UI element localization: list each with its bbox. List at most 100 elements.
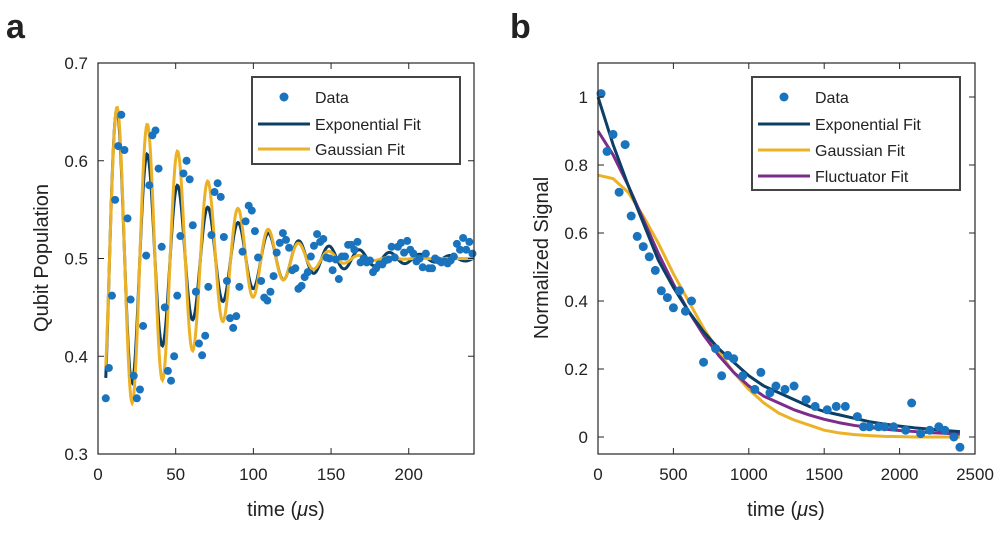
data-point bbox=[127, 296, 135, 304]
data-point bbox=[291, 264, 299, 272]
panel-a-letter: a bbox=[6, 8, 26, 46]
panel-b-legend-data: Data bbox=[815, 90, 849, 107]
data-point bbox=[335, 275, 343, 283]
data-point bbox=[207, 231, 215, 239]
data-point bbox=[750, 385, 759, 394]
data-point bbox=[663, 293, 672, 302]
data-point bbox=[391, 254, 399, 262]
data-point bbox=[307, 253, 315, 261]
data-point bbox=[645, 252, 654, 261]
figure-svg: a 0 50 100 150 2000.30.40.50.60.7 time (μs) … bbox=[0, 0, 996, 534]
data-point bbox=[940, 426, 949, 435]
data-point bbox=[242, 217, 250, 225]
data-point bbox=[865, 422, 874, 431]
data-point bbox=[353, 238, 361, 246]
data-point bbox=[285, 244, 293, 252]
data-point bbox=[111, 196, 119, 204]
data-point bbox=[270, 272, 278, 280]
y-tick-label: 0.2 bbox=[564, 360, 588, 379]
data-point bbox=[254, 254, 262, 262]
x-tick-label: 0 bbox=[93, 465, 102, 484]
data-point bbox=[615, 188, 624, 197]
data-point bbox=[235, 283, 243, 291]
data-point bbox=[771, 382, 780, 391]
data-point bbox=[639, 242, 648, 251]
y-tick-label: 0.4 bbox=[564, 292, 588, 311]
data-point bbox=[765, 388, 774, 397]
x-tick-label: 2500 bbox=[956, 465, 994, 484]
data-point bbox=[108, 292, 116, 300]
data-point bbox=[211, 188, 219, 196]
data-point bbox=[853, 412, 862, 421]
data-point bbox=[189, 221, 197, 229]
y-tick-label: 0.4 bbox=[64, 347, 88, 366]
data-point bbox=[173, 292, 181, 300]
x-tick-label: 150 bbox=[317, 465, 345, 484]
data-point bbox=[198, 351, 206, 359]
y-tick-label: 0.5 bbox=[64, 250, 88, 269]
data-point bbox=[263, 297, 271, 305]
x-tick-label: 200 bbox=[395, 465, 423, 484]
y-tick-label: 1 bbox=[579, 88, 588, 107]
data-point bbox=[151, 126, 159, 134]
data-point bbox=[422, 250, 430, 258]
panel-a-legend: Data Exponential Fit Gaussian Fit bbox=[252, 77, 460, 164]
data-point bbox=[192, 288, 200, 296]
panel-b: b 0 500 1000 1500 2000 2500 0 0.2 0.4 0.6 0.8 1 tim… bbox=[510, 8, 994, 521]
panel-b-legend-data-marker bbox=[780, 93, 789, 102]
data-point bbox=[279, 229, 287, 237]
data-point bbox=[341, 253, 349, 261]
data-point bbox=[217, 193, 225, 201]
data-point bbox=[699, 358, 708, 367]
data-point bbox=[811, 402, 820, 411]
data-point bbox=[120, 146, 128, 154]
data-point bbox=[102, 394, 110, 402]
x-tick-label: 0 bbox=[593, 465, 602, 484]
data-point bbox=[949, 433, 958, 442]
data-point bbox=[657, 286, 666, 295]
panel-a-legend-exp: Exponential Fit bbox=[315, 117, 421, 134]
y-tick-label: 0.8 bbox=[564, 156, 588, 175]
data-point bbox=[214, 179, 222, 187]
x-tick-label: 1000 bbox=[730, 465, 768, 484]
data-point bbox=[201, 332, 209, 340]
data-point bbox=[633, 232, 642, 241]
panel-a-xlabel: time (μs) bbox=[247, 499, 325, 521]
data-point bbox=[403, 237, 411, 245]
data-point bbox=[183, 157, 191, 165]
data-point bbox=[229, 324, 237, 332]
data-point bbox=[468, 250, 476, 258]
data-point bbox=[139, 322, 147, 330]
panel-a-legend-gauss: Gaussian Fit bbox=[315, 142, 405, 159]
data-point bbox=[176, 232, 184, 240]
data-point bbox=[186, 175, 194, 183]
data-point bbox=[298, 282, 306, 290]
data-point bbox=[450, 253, 458, 261]
data-point bbox=[790, 382, 799, 391]
gaussian-fit-line bbox=[598, 175, 960, 437]
y-tick-label: 0.6 bbox=[64, 152, 88, 171]
data-point bbox=[916, 429, 925, 438]
panel-b-legend-gauss: Gaussian Fit bbox=[815, 143, 905, 160]
data-point bbox=[428, 264, 436, 272]
data-point bbox=[266, 288, 274, 296]
data-point bbox=[627, 212, 636, 221]
y-tick-label: 0.3 bbox=[64, 445, 88, 464]
data-point bbox=[880, 422, 889, 431]
data-point bbox=[465, 238, 473, 246]
panel-a-legend-data-marker bbox=[280, 93, 289, 102]
data-point bbox=[651, 266, 660, 275]
data-point bbox=[179, 169, 187, 177]
x-tick-label: 2000 bbox=[881, 465, 919, 484]
data-point bbox=[832, 402, 841, 411]
data-point bbox=[711, 344, 720, 353]
data-point bbox=[901, 426, 910, 435]
data-point bbox=[155, 165, 163, 173]
data-point bbox=[164, 367, 172, 375]
data-point bbox=[687, 297, 696, 306]
data-point bbox=[282, 236, 290, 244]
data-point bbox=[319, 235, 327, 243]
data-point bbox=[145, 181, 153, 189]
data-point bbox=[603, 147, 612, 156]
data-point bbox=[675, 286, 684, 295]
